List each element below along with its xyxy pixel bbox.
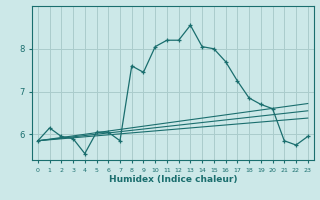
X-axis label: Humidex (Indice chaleur): Humidex (Indice chaleur) (108, 175, 237, 184)
